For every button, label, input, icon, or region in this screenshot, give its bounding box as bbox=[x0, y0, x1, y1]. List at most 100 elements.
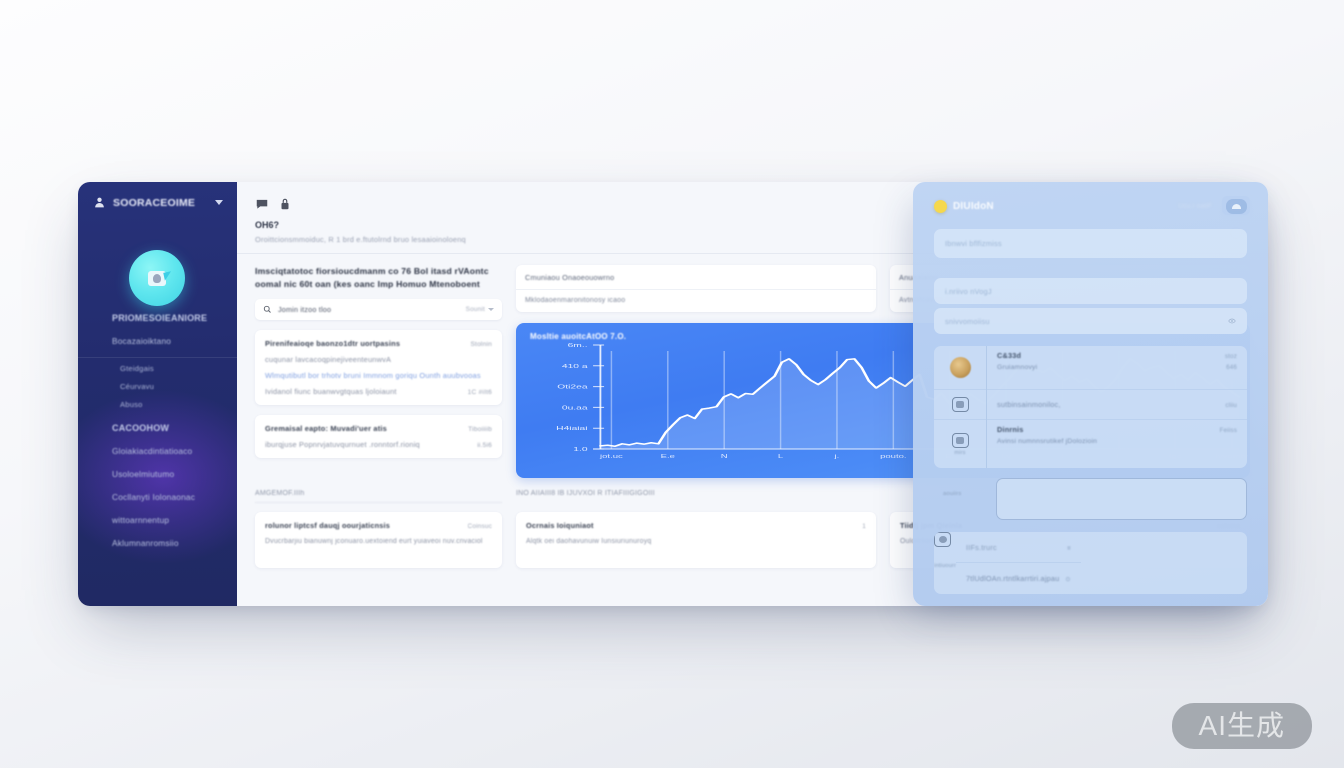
panel-big-field-label-col: aouiirs bbox=[934, 468, 987, 520]
list-icon-cell bbox=[934, 532, 956, 563]
bottom-card-0[interactable]: rolunor liptcsf dauqj oourjaticnsis Coin… bbox=[255, 512, 502, 568]
search-input-value: Jomin itzoo tloo bbox=[278, 305, 332, 314]
sidebar-section-one: PRIOMESOIEANIORE Bocazaioiktano Gteidgai… bbox=[78, 311, 237, 412]
list-item-top: sutbinsainmoniloc, cliiu bbox=[997, 400, 1237, 409]
list-icon-label: mirs bbox=[954, 449, 966, 456]
sidebar-brand-label: SOORACEOIME bbox=[113, 196, 196, 209]
panel-field-value: i.nriivo nVogJ bbox=[945, 286, 992, 296]
svg-text:N: N bbox=[721, 453, 728, 459]
list-item-subtitle: Avinsi numnnsrutikef jDolozioin bbox=[997, 438, 1098, 445]
avatar[interactable] bbox=[129, 250, 185, 306]
mini-card-0[interactable]: Cmuniaou Onaoeouowrno Mklodaoenmaroniton… bbox=[516, 265, 876, 312]
list-item-title: Dinrnis bbox=[997, 425, 1024, 434]
globe-icon bbox=[934, 532, 951, 547]
list-item-sub: Avinsi numnnsrutikef jDolozioin bbox=[997, 438, 1237, 445]
sidebar-item-2[interactable]: Usoloelmiutumo bbox=[112, 469, 175, 479]
profile-photo-icon bbox=[148, 270, 166, 286]
list-item-value: ≡ bbox=[1067, 544, 1071, 552]
panel-field-value: snivvomoiisu bbox=[945, 316, 990, 326]
sidebar-item-1[interactable]: Gloiakiacdintiatioaco bbox=[112, 446, 193, 456]
bottom-card-title: rolunor liptcsf dauqj oourjaticnsis bbox=[265, 521, 390, 530]
card-row-link[interactable]: Wlmqutibutl bor trhotv bruni Immnom gori… bbox=[265, 371, 492, 380]
bottom-card-subtitle: Alqtk oei daohavunuiw Iunsiuriunuroyq bbox=[526, 538, 652, 545]
card-row-value: Stolnin bbox=[470, 341, 492, 348]
panel-field-0[interactable]: Ibnwvi bflfizmiss bbox=[934, 229, 1247, 258]
svg-text:jot.uc: jot.uc bbox=[599, 453, 623, 459]
list-item-top: 7tlUdlOAn.rtntlkarrtiri.ajpau ⊙ bbox=[966, 574, 1071, 583]
sidebar-subitem-1[interactable]: Céurvavu bbox=[120, 382, 155, 391]
header-divider bbox=[237, 253, 1268, 254]
list-icon-cell: mirs bbox=[934, 420, 986, 468]
panel-field-2[interactable]: snivvomoiisu bbox=[934, 308, 1247, 334]
sidebar-item-0[interactable]: Bocazaioiktano bbox=[112, 336, 172, 346]
panel-list-icon-column: intiuourr bbox=[934, 532, 956, 594]
bottom-card-title: Ocrnais Ioiquniaot bbox=[526, 521, 594, 530]
list-item-top: Dinrnis Feiiss bbox=[997, 425, 1237, 434]
panel-list-rows: IIFs.trurc ≡ 7tlUdlOAn.rtntlkarrtiri.ajp… bbox=[956, 532, 1081, 594]
list-icon-cell: intiuourr bbox=[934, 563, 956, 594]
card-row: Gremaisal eapto: Muvadi'uer atis Tiboiii… bbox=[265, 424, 492, 433]
search-scope-select[interactable]: Sounit bbox=[466, 306, 494, 313]
main-icon-row bbox=[255, 196, 1250, 212]
list-item-value: ⊙ bbox=[1065, 576, 1071, 583]
sidebar-item-5[interactable]: Aklumnanromsiio bbox=[112, 538, 179, 548]
panel-field-value: Ibnwvi bflfizmiss bbox=[945, 239, 1002, 248]
card-row-label: Wlmqutibutl bor trhotv bruni Immnom gori… bbox=[265, 371, 481, 380]
card-row-value: 1C #iIt6 bbox=[467, 389, 492, 396]
bottom-card-1[interactable]: Ocrnais Ioiquniaot 1 Alqtk oei daohavunu… bbox=[516, 512, 876, 568]
card-row-label: cuqunar lavcacoqpinejiveenteunwvA bbox=[265, 355, 392, 364]
list-item-title: sutbinsainmoniloc, bbox=[997, 400, 1061, 409]
card-row: Pirenifeaioqe baonzo1dtr uortpasins Stol… bbox=[265, 339, 492, 348]
list-item[interactable]: 7tlUdlOAn.rtntlkarrtiri.ajpau ⊙ bbox=[956, 563, 1081, 594]
sidebar-brand[interactable]: SOORACEOIME bbox=[78, 182, 237, 209]
list-item[interactable]: sutbinsainmoniloc, cliiu bbox=[987, 390, 1247, 420]
sidebar-subitem-2[interactable]: Abuso bbox=[120, 400, 143, 409]
card-icon bbox=[951, 397, 969, 412]
list-item[interactable]: Dinrnis Feiiss Avinsi numnnsrutikef jDol… bbox=[987, 420, 1247, 468]
list-icon-cell bbox=[934, 346, 986, 390]
search-input[interactable]: Jomin itzoo tloo Sounit bbox=[255, 299, 502, 320]
list-item-title: 7tlUdlOAn.rtntlkarrtiri.ajpau bbox=[966, 574, 1060, 583]
panel-textarea[interactable] bbox=[996, 478, 1247, 520]
sidebar-item-4[interactable]: wittoarnnentup bbox=[112, 515, 170, 525]
sidebar-section-two: CACOOHOW Gloiakiacdintiatioaco Usoloelmi… bbox=[78, 421, 237, 550]
panel-field-1[interactable]: i.nriivo nVogJ bbox=[934, 278, 1247, 304]
card-row-value: ii.5i6 bbox=[477, 442, 492, 449]
minimize-button[interactable] bbox=[1226, 198, 1247, 214]
sidebar-divider bbox=[78, 357, 237, 358]
svg-text:pouto.: pouto. bbox=[880, 453, 907, 459]
list-item-subtitle: Gruiamnovyi bbox=[997, 364, 1038, 371]
card-row-label: Gremaisal eapto: Muvadi'uer atis bbox=[265, 424, 387, 433]
sidebar-item-3[interactable]: Cocllanyti Iolonaonac bbox=[112, 492, 196, 502]
panel-list-icon-column: mirs bbox=[934, 346, 987, 468]
sidebar-section-heading-2: CACOOHOW bbox=[112, 423, 170, 433]
card-row-label: Ividanol fiunc buanwvgtquas ljoloiaunt bbox=[265, 387, 397, 396]
lock-icon[interactable] bbox=[278, 197, 292, 211]
section-header-right: INO AIIAIII8 IB IJUVXOI R ITIAFIIIGIGOII… bbox=[516, 490, 655, 497]
status-dot-icon bbox=[934, 199, 947, 213]
list-item-value: Feiiss bbox=[1219, 427, 1237, 434]
list-icon-cell bbox=[934, 390, 986, 420]
chevron-down-icon[interactable] bbox=[215, 200, 223, 205]
list-item-title: C&33d bbox=[997, 351, 1022, 360]
avatar-icon bbox=[949, 357, 971, 378]
list-item[interactable]: C&33d stoz Gruiamnovyi 646 bbox=[987, 346, 1247, 390]
info-card-a[interactable]: Pirenifeaioqe baonzo1dtr uortpasins Stol… bbox=[255, 330, 502, 405]
panel-header: DÍUIdoN Ucu.I oaIiF bbox=[934, 196, 1247, 216]
chart-title: Mosltie auoitcAtOO 7.O. bbox=[530, 332, 627, 341]
panel-big-field-col bbox=[996, 468, 1247, 520]
svg-text:1.0: 1.0 bbox=[573, 446, 588, 452]
card-row: Ividanol fiunc buanwvgtquas ljoloiaunt 1… bbox=[265, 387, 492, 396]
sidebar-subitem-0[interactable]: Gteidgais bbox=[120, 364, 154, 373]
mini-card-divider bbox=[516, 289, 876, 290]
ai-watermark: AI生成 bbox=[1171, 703, 1312, 749]
info-card-b[interactable]: Gremaisal eapto: Muvadi'uer atis Tiboiii… bbox=[255, 415, 502, 458]
svg-text:6m..: 6m.. bbox=[568, 342, 588, 348]
svg-text:j.: j. bbox=[833, 453, 839, 459]
list-item[interactable]: IIFs.trurc ≡ bbox=[956, 532, 1081, 563]
sidebar-section-heading-1: PRIOMESOIEANIORE bbox=[112, 313, 208, 323]
chat-bubble-icon[interactable] bbox=[255, 197, 269, 211]
lead-title-line-2: oomal nic 60t oan (kes oanc Imp Homuo Mt… bbox=[255, 279, 480, 289]
card-row-value: Tiboiiiib bbox=[468, 426, 492, 433]
eye-icon[interactable] bbox=[1228, 317, 1236, 325]
